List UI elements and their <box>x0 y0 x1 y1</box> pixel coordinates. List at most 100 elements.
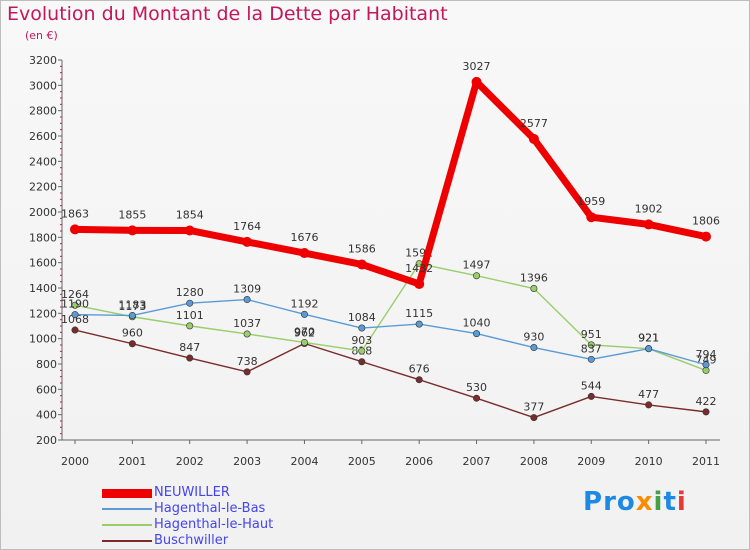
data-point <box>701 231 711 242</box>
data-point <box>243 296 251 304</box>
data-point <box>184 225 195 236</box>
x-tick-label: 2010 <box>635 455 663 468</box>
data-label: 962 <box>294 326 315 339</box>
logo-letter: o <box>616 487 636 517</box>
x-tick-label: 2009 <box>577 455 605 468</box>
legend-swatch <box>102 540 152 542</box>
data-label: 1855 <box>118 208 146 221</box>
data-point <box>702 408 710 416</box>
x-tick-label: 2003 <box>233 455 261 468</box>
data-label: 1183 <box>118 298 146 311</box>
data-point <box>530 344 538 352</box>
data-point <box>128 340 136 348</box>
y-tick-label: 800 <box>36 358 57 371</box>
logo-letter: i <box>676 487 687 517</box>
data-label: 738 <box>237 355 258 368</box>
x-tick-label: 2008 <box>520 455 548 468</box>
data-label: 1396 <box>520 272 548 285</box>
data-label: 530 <box>466 381 487 394</box>
data-point <box>645 345 653 353</box>
data-point <box>71 311 79 319</box>
y-tick-label: 400 <box>36 409 57 422</box>
data-label: 377 <box>523 401 544 414</box>
data-point <box>473 272 481 280</box>
logo-letter: r <box>603 487 617 517</box>
y-tick-label: 3200 <box>29 54 57 67</box>
data-label: 1854 <box>176 208 204 221</box>
series-line-2 <box>74 262 707 372</box>
data-label: 921 <box>638 332 659 345</box>
data-label: 1676 <box>290 231 318 244</box>
series-line-0 <box>71 78 710 288</box>
logo-letter: i <box>653 487 664 517</box>
data-point <box>702 361 710 369</box>
data-label: 951 <box>581 328 602 341</box>
data-point <box>415 376 423 384</box>
legend-label: Hagenthal-le-Bas <box>154 501 266 516</box>
legend-label: Buschwiller <box>154 533 229 548</box>
y-tick-label: 2000 <box>29 206 57 219</box>
data-point <box>586 212 597 223</box>
y-tick-label: 1800 <box>29 231 57 244</box>
data-point <box>300 338 308 346</box>
data-label: 1101 <box>176 309 204 322</box>
proxiti-logo: Proxiti <box>583 487 687 517</box>
data-point <box>71 301 79 309</box>
logo-letter: P <box>583 487 604 517</box>
data-label: 1190 <box>61 298 89 311</box>
y-tick-label: 2200 <box>29 181 57 194</box>
y-tick-label: 600 <box>36 383 57 396</box>
data-label: 903 <box>351 334 372 347</box>
y-tick-label: 1400 <box>29 282 57 295</box>
data-point <box>128 311 136 319</box>
data-label: 837 <box>581 342 602 355</box>
data-point <box>356 259 367 270</box>
data-label: 1264 <box>61 288 89 301</box>
data-label: 1497 <box>463 259 491 272</box>
data-point <box>643 219 654 230</box>
data-point <box>70 224 80 235</box>
data-label: 1902 <box>635 202 663 215</box>
data-label: 544 <box>581 379 602 392</box>
data-point <box>358 324 366 332</box>
y-tick-label: 200 <box>36 434 57 447</box>
data-label: 847 <box>179 341 200 354</box>
x-tick-label: 2002 <box>176 455 204 468</box>
x-tick-label: 2006 <box>405 455 433 468</box>
data-point <box>242 236 253 247</box>
data-label: 1192 <box>290 297 318 310</box>
logo-letter: x <box>635 487 654 517</box>
data-point <box>528 133 539 144</box>
y-tick-label: 1600 <box>29 257 57 270</box>
data-label: 1806 <box>692 215 720 228</box>
legend-swatch <box>102 488 152 498</box>
data-label: 930 <box>523 331 544 344</box>
chart-subtitle: (en €) <box>25 29 58 42</box>
data-label: 794 <box>696 348 717 361</box>
data-label: 422 <box>696 395 717 408</box>
data-label: 1115 <box>405 307 433 320</box>
data-label: 1959 <box>577 195 605 208</box>
data-point <box>530 285 538 293</box>
data-label: 1863 <box>61 207 89 220</box>
series-line-3 <box>74 329 707 419</box>
data-point <box>186 354 194 362</box>
data-label: 1084 <box>348 311 376 324</box>
data-point <box>414 278 425 289</box>
x-tick-label: 2007 <box>463 455 491 468</box>
data-point <box>645 401 653 409</box>
data-point <box>71 326 79 334</box>
x-tick-label: 2005 <box>348 455 376 468</box>
data-point <box>358 358 366 366</box>
data-label: 1068 <box>61 313 89 326</box>
data-point <box>587 392 595 400</box>
data-point <box>530 414 538 422</box>
data-label: 3027 <box>463 60 491 73</box>
data-label: 2577 <box>520 117 548 130</box>
data-label: 1173 <box>118 300 146 313</box>
x-tick-label: 2000 <box>61 455 89 468</box>
data-label: 477 <box>638 388 659 401</box>
data-label: 921 <box>638 332 659 345</box>
legend-label: Hagenthal-le-Haut <box>154 517 274 532</box>
